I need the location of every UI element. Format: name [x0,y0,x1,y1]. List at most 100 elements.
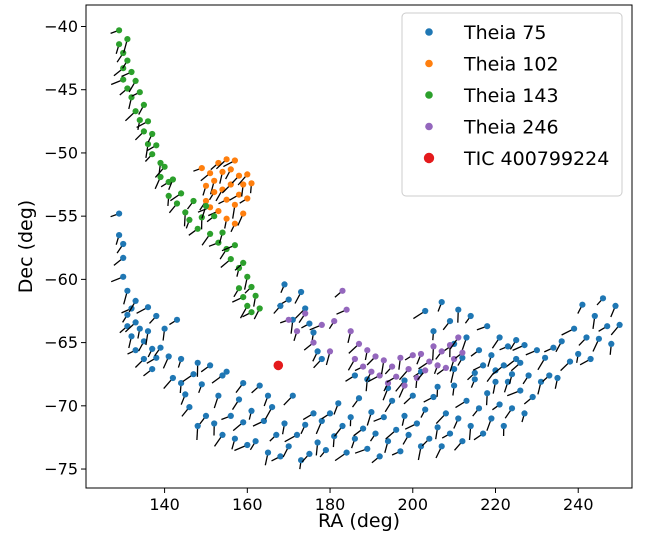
data-point [161,325,168,332]
data-point [302,305,309,312]
legend-entry: TIC 400799224 [463,148,609,170]
data-point [140,101,147,108]
legend-marker [425,28,433,36]
data-point [583,334,590,341]
data-point [484,323,491,330]
legend-entry: Theia 102 [463,54,559,76]
data-point [459,349,466,356]
data-point [120,254,127,261]
data-point [463,334,470,341]
data-point [326,410,334,417]
legend-entry: Theia 246 [463,117,559,139]
data-point [285,296,292,303]
data-point [178,380,185,387]
x-tick-label: 160 [232,495,263,514]
y-tick-label: −70 [44,396,78,415]
data-point [554,374,561,382]
series-theia-102 [193,156,255,233]
data-point [140,128,147,135]
axes: 140 160 180 200 220 240 −40 −45 −50 −55 −60 −65 −70 −… [44,17,593,514]
data-point [355,340,363,347]
data-point [355,395,363,402]
legend: Theia 75 Theia 102 Theia 143 Theia 246 TIC 4… [401,12,623,197]
data-point [173,316,181,323]
data-point [235,191,243,198]
data-point [235,396,243,403]
data-point [157,344,164,351]
data-point [136,89,143,96]
data-point [347,328,354,335]
data-point [417,350,425,358]
series-theia-246 [279,287,466,398]
data-point [128,333,135,340]
data-point [240,294,247,301]
data-point [546,372,553,379]
data-point [351,355,358,363]
data-point [235,285,243,292]
data-point [281,420,288,427]
data-point [124,36,131,43]
data-point [281,281,288,288]
data-point [132,347,139,354]
y-tick-label: −50 [44,143,78,162]
data-point [153,354,160,361]
data-point [389,363,396,370]
data-point [360,363,367,370]
data-point [430,343,437,350]
data-point [351,372,358,379]
data-point [120,49,127,57]
data-point [198,381,205,388]
data-point [165,192,172,199]
data-point [293,431,301,438]
data-point [422,367,429,374]
data-point [405,431,412,438]
data-point [178,355,185,363]
data-point [244,171,251,178]
data-point [248,309,255,316]
data-point [132,77,139,84]
y-axis-label: Dec (deg) [15,200,37,293]
data-point [244,441,251,449]
data-point [347,414,354,421]
data-point [231,201,238,208]
data-point [397,448,404,455]
data-point [579,301,586,308]
data-point [318,417,325,425]
data-point [231,220,238,227]
data-point [140,355,147,363]
data-point [368,409,375,416]
data-point [343,306,350,313]
data-point [310,410,317,417]
y-tick-label: −40 [44,17,78,36]
legend-marker [425,122,433,131]
data-point [211,189,218,196]
data-point [215,159,222,167]
data-points [110,27,623,470]
data-point [459,438,466,445]
x-tick-label: 180 [315,495,346,514]
data-point [513,337,520,344]
data-point [508,405,516,412]
data-point [343,449,350,456]
data-point [616,321,623,328]
data-point [260,417,267,425]
data-point [302,310,309,317]
data-point [116,210,123,217]
data-point [500,422,507,430]
data-point [550,344,557,351]
data-point [186,216,193,223]
data-point [517,387,524,394]
data-point [190,371,197,378]
data-point [604,323,611,330]
data-point [223,196,230,203]
data-point [318,355,325,363]
data-point [521,410,528,417]
data-point [492,367,499,374]
data-point [484,390,491,397]
data-point [513,355,520,363]
data-point [132,319,139,326]
data-point [248,283,255,291]
data-point [426,358,433,365]
data-point [533,347,541,354]
data-point [401,377,408,384]
